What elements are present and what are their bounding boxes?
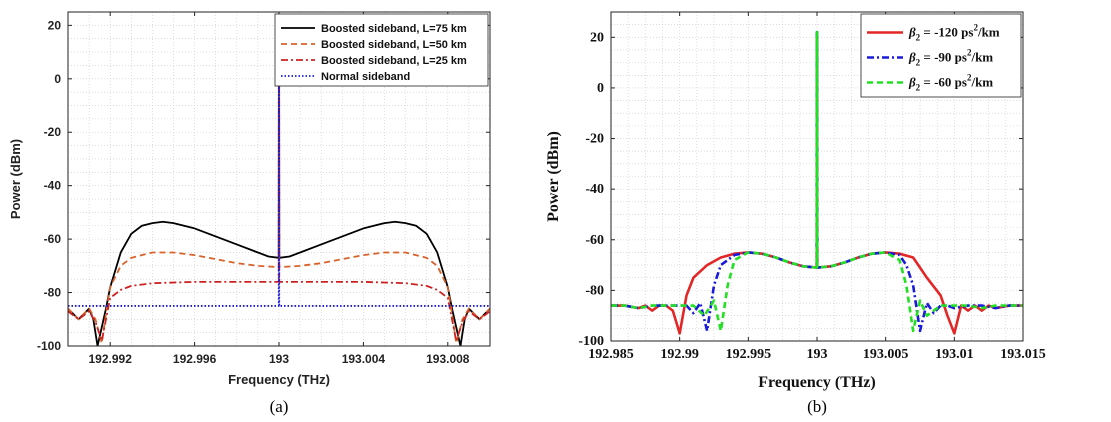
- legend: Boosted sideband, L=75 km Boosted sideban…: [274, 13, 489, 87]
- legend-entry: Boosted sideband, L=50 km: [321, 39, 467, 51]
- y-tick-label: -20: [44, 125, 62, 139]
- y-tick-label: -80: [44, 286, 62, 300]
- legend-box: [274, 13, 489, 87]
- chart-b: 192.985 192.99 192.995 193 193.005 193.01 193.…: [545, 11, 1046, 416]
- x-tick-label: 192.985: [588, 347, 634, 362]
- caption: (a): [270, 397, 289, 416]
- x-tick-label: 193.005: [863, 347, 909, 362]
- y-tick-label: -40: [585, 182, 604, 197]
- y-tick-label: 20: [48, 18, 62, 32]
- legend-entry: β2 = -60 ps2/km: [908, 73, 993, 93]
- caption: (b): [807, 397, 827, 416]
- x-tick-label: 193.004: [342, 352, 386, 366]
- y-axis-label: Power (dBm): [8, 139, 23, 219]
- legend-entry: Boosted sideband, L=25 km: [321, 55, 467, 67]
- y-tick-label: 0: [597, 81, 604, 96]
- chart-a: 192.992 192.996 193 193.004 193.008 -100 -80 -6…: [8, 11, 491, 416]
- x-tick-label: 192.996: [173, 352, 217, 366]
- y-tick-label: 20: [590, 30, 604, 45]
- x-axis-label: Frequency (THz): [228, 372, 330, 387]
- x-tick-label: 193.01: [935, 347, 974, 362]
- y-tick-label: -80: [585, 283, 604, 298]
- y-tick-label: -100: [578, 334, 604, 349]
- x-tick-label: 192.99: [660, 347, 699, 362]
- x-tick-label: 192.992: [89, 352, 133, 366]
- x-tick-label: 193: [269, 352, 289, 366]
- y-tick-label: 0: [54, 72, 61, 86]
- x-tick-label: 192.995: [726, 347, 772, 362]
- x-tick-label: 193.008: [426, 352, 470, 366]
- series-line-4: [68, 19, 490, 307]
- x-tick-label: 193.015: [1000, 347, 1046, 362]
- y-tick-label: -40: [44, 179, 62, 193]
- series-group: [611, 30, 1023, 335]
- legend-entry: β2 = -90 ps2/km: [908, 48, 993, 68]
- y-tick-label: -60: [44, 232, 62, 246]
- y-axis-label: Power (dBm): [545, 131, 562, 222]
- x-axis-label: Frequency (THz): [758, 374, 875, 391]
- legend-entry: β2 = -120 ps2/km: [908, 23, 1000, 43]
- series-line-3: [611, 30, 1023, 333]
- x-tick-label: 193: [807, 347, 828, 362]
- y-tick-label: -100: [37, 339, 61, 353]
- legend-entry: Boosted sideband, L=75 km: [321, 23, 467, 35]
- legend: β2 = -120 ps2/km β2 = -90 ps2/km β2 = -60 …: [860, 13, 1022, 98]
- legend-entry: Normal sideband: [321, 71, 410, 83]
- y-tick-label: -20: [585, 132, 604, 147]
- y-tick-label: -60: [585, 233, 604, 248]
- series-line-2: [68, 19, 490, 345]
